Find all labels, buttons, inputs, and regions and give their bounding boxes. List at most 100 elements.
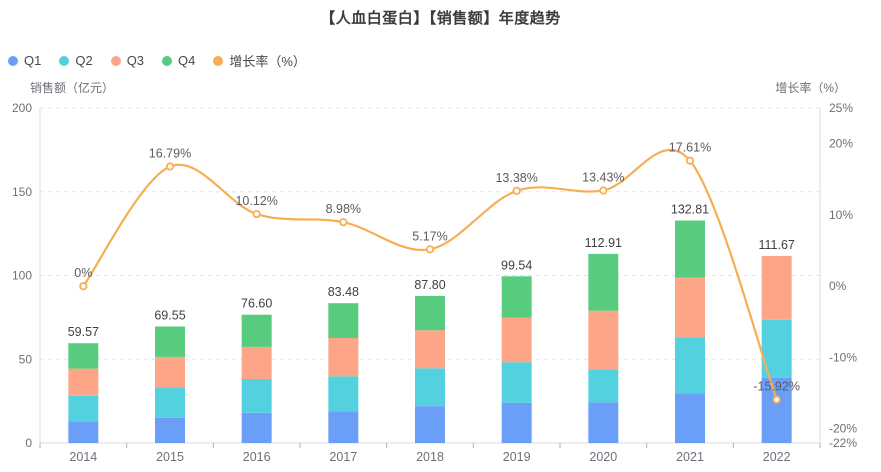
bar-segment-q1-2017[interactable] [328,411,359,443]
growth-point-2014[interactable] [79,282,88,291]
bar-segment-q3-2014[interactable] [68,368,99,396]
x-axis-category-label: 2016 [243,450,271,464]
right-axis-tick-label: 10% [829,208,853,222]
growth-rate-label: 10.12% [235,194,277,208]
right-axis-tick-label: 25% [829,101,853,115]
bar-segment-q4-2017[interactable] [328,303,359,338]
bar-segment-q3-2018[interactable] [415,330,445,369]
bar-segment-q4-2020[interactable] [588,253,619,311]
right-axis-tick-label: -10% [829,350,857,364]
bar-total-label: 99.54 [501,258,532,272]
right-axis-tick-label: 20% [829,137,853,151]
bar-segment-q4-2021[interactable] [675,220,705,278]
bar-segment-q1-2015[interactable] [155,417,185,443]
legend-label: Q1 [24,53,42,68]
right-axis-title: 增长率（%） [775,81,846,95]
x-axis-category-label: 2018 [416,450,444,464]
legend-item-q4[interactable]: Q4 [162,53,195,68]
growth-point-2020[interactable] [599,186,608,195]
growth-point-2021[interactable] [685,156,695,165]
bar-segment-q4-2016[interactable] [241,314,272,347]
growth-rate-label: 5.17% [412,229,447,243]
x-axis-category-label: 2019 [503,450,531,464]
legend-item-q2[interactable]: Q2 [59,53,93,68]
growth-rate-label: 13.43% [582,170,624,184]
x-axis-category-label: 2022 [763,450,791,464]
bar-segment-q4-2014[interactable] [68,343,99,369]
bar-segment-q2-2018[interactable] [415,368,445,407]
bar-segment-q2-2014[interactable] [68,395,99,422]
bar-total-label: 87.80 [414,278,445,292]
bar-segment-q4-2015[interactable] [155,326,185,357]
growth-point-2015[interactable] [165,162,175,171]
bar-total-label: 111.67 [758,238,794,252]
growth-point-2018[interactable] [425,245,435,254]
bar-segment-q2-2019[interactable] [501,362,532,403]
bar-total-label: 112.91 [585,236,622,250]
left-axis-title: 销售额（亿元） [30,81,115,95]
left-axis-tick-label: 100 [12,269,32,283]
bar-total-label: 69.55 [154,309,185,323]
bar-segment-q2-2020[interactable] [588,369,619,403]
growth-point-2019[interactable] [512,186,521,195]
growth-point-2016[interactable] [252,209,261,219]
bar-segment-q2-2021[interactable] [675,337,705,394]
bar-segment-q1-2021[interactable] [675,393,705,443]
growth-rate-label: 8.98% [326,202,361,216]
legend-label: Q3 [126,53,145,68]
x-axis-category-label: 2020 [589,450,617,464]
growth-rate-label: 13.38% [495,171,537,185]
bar-segment-q2-2017[interactable] [328,376,359,412]
growth-rate-label: -15.92% [753,380,800,394]
legend-label: 增长率（%） [229,54,306,69]
bar-segment-q4-2019[interactable] [501,276,532,318]
bar-segment-q4-2018[interactable] [415,295,445,331]
growth-point-2022[interactable] [772,395,781,404]
bar-segment-q1-2019[interactable] [501,402,532,443]
bar-segment-q1-2020[interactable] [588,402,619,443]
x-axis-category-label: 2015 [156,450,184,464]
growth-point-2017[interactable] [339,218,348,227]
growth-rate-label: 16.79% [149,147,191,161]
bar-segment-q3-2022[interactable] [761,255,792,320]
left-axis-tick-label: 200 [12,101,32,115]
legend-marker-icon [213,55,224,66]
right-axis-tick-label: -20% [829,422,857,436]
bar-segment-q1-2022[interactable] [761,377,792,443]
legend-marker-icon [162,55,173,66]
bar-segment-q3-2021[interactable] [675,277,705,338]
left-axis-tick-label: 150 [12,185,32,199]
bar-total-label: 59.57 [68,325,99,339]
legend-label: Q2 [75,53,93,68]
x-axis-category-label: 2021 [676,450,704,464]
legend-marker-icon [8,55,18,66]
legend-item-q1[interactable]: Q1 [8,53,41,68]
bar-total-label: 76.60 [241,297,272,311]
left-axis-tick-label: 50 [19,352,33,366]
bar-segment-q3-2015[interactable] [155,356,185,388]
legend-marker-icon [59,55,70,66]
bar-segment-q1-2016[interactable] [241,412,272,443]
legend-item-q3[interactable]: Q3 [110,53,145,68]
chart-title: 【人血白蛋白】【销售额】年度趋势 [320,10,561,27]
legend-item-growth-rate[interactable]: 增长率（%） [213,51,306,70]
legend-label: Q4 [178,53,196,68]
x-axis-category-label: 2017 [329,450,357,464]
bar-total-label: 132.81 [671,203,709,217]
bar-segment-q3-2019[interactable] [501,317,532,363]
growth-rate-label: 17.61% [669,141,711,155]
right-axis-tick-label: -22% [829,436,857,450]
x-axis-category-label: 2014 [69,450,97,464]
bar-segment-q1-2018[interactable] [415,406,445,443]
legend-marker-icon [110,55,121,66]
legend: Q1 Q2 Q3 Q4 增长率（%） [8,51,306,70]
bar-segment-q2-2016[interactable] [241,379,272,413]
bar-segment-q3-2020[interactable] [588,310,619,370]
left-axis-tick-label: 0 [25,436,32,450]
bar-segment-q3-2017[interactable] [328,337,359,377]
bar-segment-q3-2016[interactable] [241,346,272,380]
bar-segment-q1-2014[interactable] [68,421,99,443]
bar-segment-q2-2015[interactable] [155,387,185,418]
